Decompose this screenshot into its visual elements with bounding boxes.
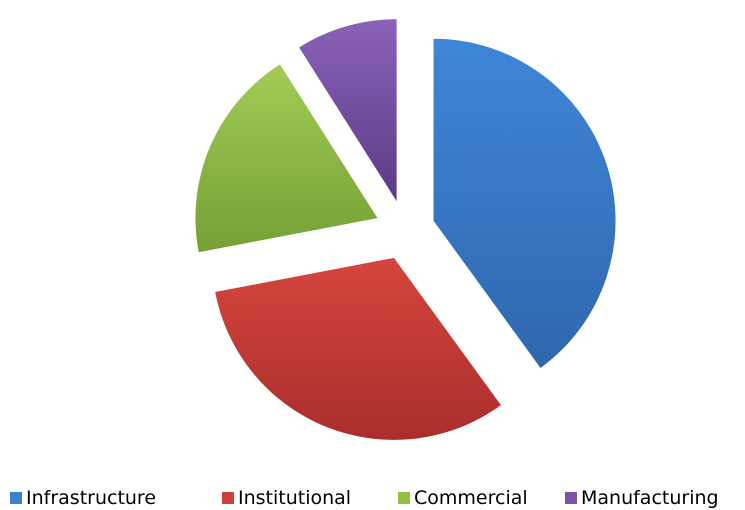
pie-chart [195, 19, 616, 440]
pie-slice-manufacturing [299, 19, 397, 202]
legend-swatch-manufacturing [565, 491, 577, 504]
pie-slice-commercial [195, 64, 378, 253]
legend-label-infrastructure: Infrastructure [26, 486, 157, 509]
legend-swatch-institutional [222, 491, 234, 504]
legend-swatch-infrastructure [10, 491, 22, 504]
legend-item-infrastructure: Infrastructure [10, 485, 156, 510]
legend-label-institutional: Institutional [238, 486, 352, 509]
legend-item-institutional: Institutional [222, 485, 351, 510]
pie-slice-infrastructure [433, 38, 616, 368]
legend-label-manufacturing: Manufacturing [581, 486, 719, 509]
chart-legend: Infrastructure Institutional Commercial … [10, 485, 745, 510]
legend-item-commercial: Commercial [398, 485, 528, 510]
legend-swatch-commercial [398, 491, 410, 504]
legend-item-manufacturing: Manufacturing [565, 485, 719, 510]
legend-label-commercial: Commercial [414, 486, 528, 509]
pie-slice-institutional [215, 257, 501, 440]
